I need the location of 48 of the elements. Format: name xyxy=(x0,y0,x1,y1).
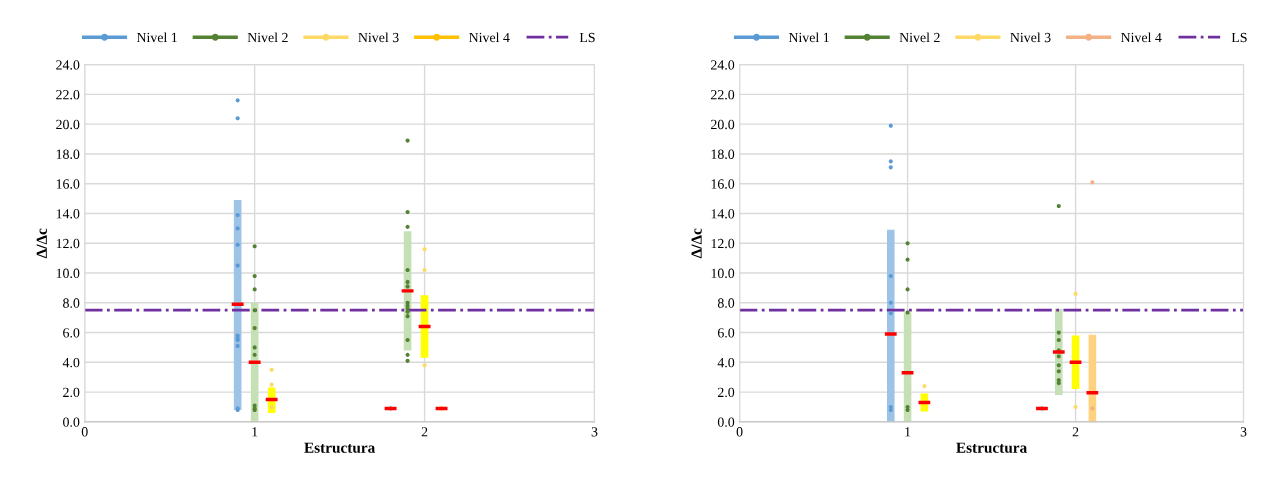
y-tick-label: 2.0 xyxy=(63,387,80,398)
legend-label: Nivel 4 xyxy=(1120,32,1162,43)
legend-label: Nivel 2 xyxy=(247,32,288,43)
y-axis-title: Δ/Δc xyxy=(36,228,47,259)
y-tick-label: 8.0 xyxy=(63,298,80,308)
legend-label: LS xyxy=(579,32,595,43)
y-tick-label: 18.0 xyxy=(711,149,735,159)
y-axis-title: Δ/Δc xyxy=(691,228,702,259)
y-tick-label: 4.0 xyxy=(717,357,735,368)
legend-label: Nivel 1 xyxy=(136,32,177,43)
y-tick-label: 4.0 xyxy=(62,357,80,368)
y-tick-label: 12.0 xyxy=(56,238,80,249)
y-tick-label: 24.0 xyxy=(711,60,735,70)
legend-label: Nivel 2 xyxy=(899,32,940,43)
y-tick-label: 24.0 xyxy=(56,60,80,70)
y-tick-label: 22.0 xyxy=(711,89,735,100)
y-tick-label: 14.0 xyxy=(56,209,80,219)
y-tick-label: 10.0 xyxy=(711,268,735,279)
x-tick-label: 3 xyxy=(1240,427,1247,437)
legend-label: Nivel 1 xyxy=(788,32,829,43)
y-tick-label: 0.0 xyxy=(63,417,80,427)
y-tick-label: 6.0 xyxy=(717,328,735,338)
y-tick-label: 10.0 xyxy=(56,268,80,279)
y-tick-label: 16.0 xyxy=(56,179,80,189)
legend-label: Nivel 3 xyxy=(358,32,399,43)
x-tick-label: 1 xyxy=(905,427,911,437)
x-tick-label: 2 xyxy=(421,427,428,437)
y-tick-label: 0.0 xyxy=(717,417,735,427)
y-tick-label: 14.0 xyxy=(711,209,735,219)
y-tick-label: 18.0 xyxy=(56,149,80,159)
legend-label: Nivel 3 xyxy=(1010,32,1051,43)
y-tick-label: 22.0 xyxy=(56,89,80,100)
x-tick-label: 3 xyxy=(591,427,598,437)
x-tick-label: 2 xyxy=(1072,427,1079,437)
x-tick-label: 0 xyxy=(736,427,743,437)
y-tick-label: 20.0 xyxy=(711,119,735,130)
y-tick-label: 20.0 xyxy=(56,119,80,130)
x-axis-title: Estructura xyxy=(956,442,1027,453)
legend-label: LS xyxy=(1231,32,1247,43)
legend-label: Nivel 4 xyxy=(469,32,510,43)
y-tick-label: 12.0 xyxy=(711,238,735,249)
x-tick-label: 0 xyxy=(81,427,88,437)
y-tick-label: 16.0 xyxy=(711,179,735,189)
y-tick-label: 2.0 xyxy=(717,387,735,398)
y-tick-label: 6.0 xyxy=(63,328,80,338)
x-tick-label: 1 xyxy=(252,427,258,437)
x-axis-title: Estructura xyxy=(304,442,376,453)
y-tick-label: 8.0 xyxy=(717,298,735,308)
